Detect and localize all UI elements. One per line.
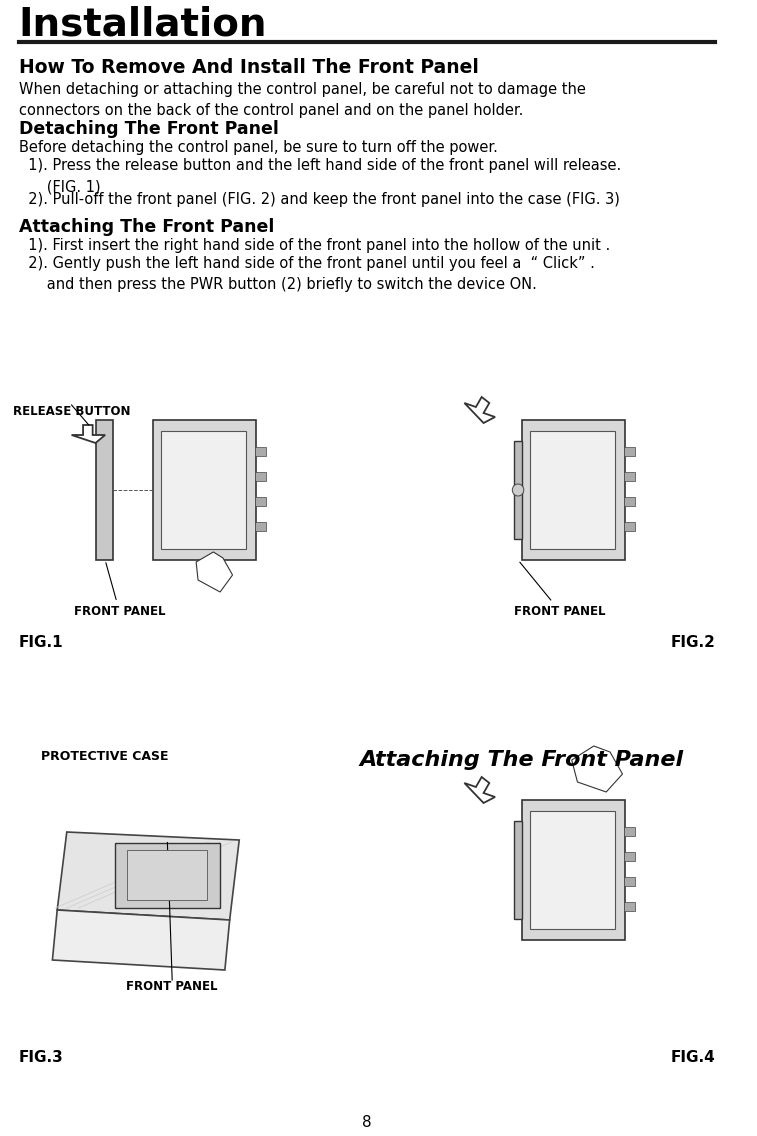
Polygon shape	[127, 851, 207, 900]
Bar	[255, 523, 266, 532]
Text: RELEASE BUTTON: RELEASE BUTTON	[13, 406, 130, 418]
Text: FRONT PANEL: FRONT PANEL	[73, 562, 165, 618]
Text: FRONT PANEL: FRONT PANEL	[126, 980, 218, 993]
Text: FIG.4: FIG.4	[671, 1050, 715, 1066]
Text: FIG.3: FIG.3	[19, 1050, 64, 1066]
Polygon shape	[196, 552, 232, 592]
Circle shape	[512, 484, 524, 496]
Bar	[624, 471, 635, 481]
Bar	[255, 446, 266, 456]
Text: When detaching or attaching the control panel, be careful not to damage the
conn: When detaching or attaching the control …	[19, 82, 586, 118]
Polygon shape	[514, 821, 522, 919]
Text: 2). Pull-off the front panel (FIG. 2) and keep the front panel into the case (FI: 2). Pull-off the front panel (FIG. 2) an…	[19, 192, 620, 207]
Polygon shape	[522, 800, 625, 939]
Text: 2). Gently push the left hand side of the front panel until you feel a  “ Click”: 2). Gently push the left hand side of th…	[19, 256, 595, 292]
Polygon shape	[530, 811, 615, 929]
Bar	[255, 498, 266, 507]
Bar	[624, 852, 635, 861]
Polygon shape	[530, 432, 615, 549]
Polygon shape	[72, 425, 105, 443]
Bar	[624, 827, 635, 836]
Polygon shape	[572, 746, 622, 792]
Polygon shape	[114, 843, 220, 908]
Text: Attaching The Front Panel: Attaching The Front Panel	[19, 218, 274, 236]
Polygon shape	[153, 420, 257, 560]
Text: FRONT PANEL: FRONT PANEL	[515, 562, 606, 618]
Text: PROTECTIVE CASE: PROTECTIVE CASE	[42, 750, 169, 763]
Text: Attaching The Front Panel: Attaching The Front Panel	[360, 750, 684, 770]
Polygon shape	[464, 396, 495, 423]
Bar	[624, 446, 635, 456]
Text: 1). First insert the right hand side of the front panel into the hollow of the u: 1). First insert the right hand side of …	[19, 239, 610, 253]
Polygon shape	[464, 777, 495, 803]
Text: Detaching The Front Panel: Detaching The Front Panel	[19, 120, 279, 137]
Polygon shape	[95, 420, 113, 560]
Polygon shape	[522, 420, 625, 560]
Bar	[624, 902, 635, 911]
Text: 8: 8	[363, 1116, 372, 1130]
Text: FIG.2: FIG.2	[671, 635, 715, 650]
Polygon shape	[514, 441, 522, 538]
Text: FIG.1: FIG.1	[19, 635, 64, 650]
Bar	[624, 498, 635, 507]
Text: Before detaching the control panel, be sure to turn off the power.: Before detaching the control panel, be s…	[19, 140, 498, 154]
Text: Installation: Installation	[19, 5, 267, 43]
Polygon shape	[52, 910, 229, 970]
Bar	[624, 523, 635, 532]
Bar	[624, 877, 635, 886]
Polygon shape	[160, 432, 246, 549]
Text: How To Remove And Install The Front Panel: How To Remove And Install The Front Pane…	[19, 58, 478, 77]
Bar	[255, 471, 266, 481]
Polygon shape	[58, 832, 239, 920]
Text: 1). Press the release button and the left hand side of the front panel will rele: 1). Press the release button and the lef…	[19, 158, 621, 194]
